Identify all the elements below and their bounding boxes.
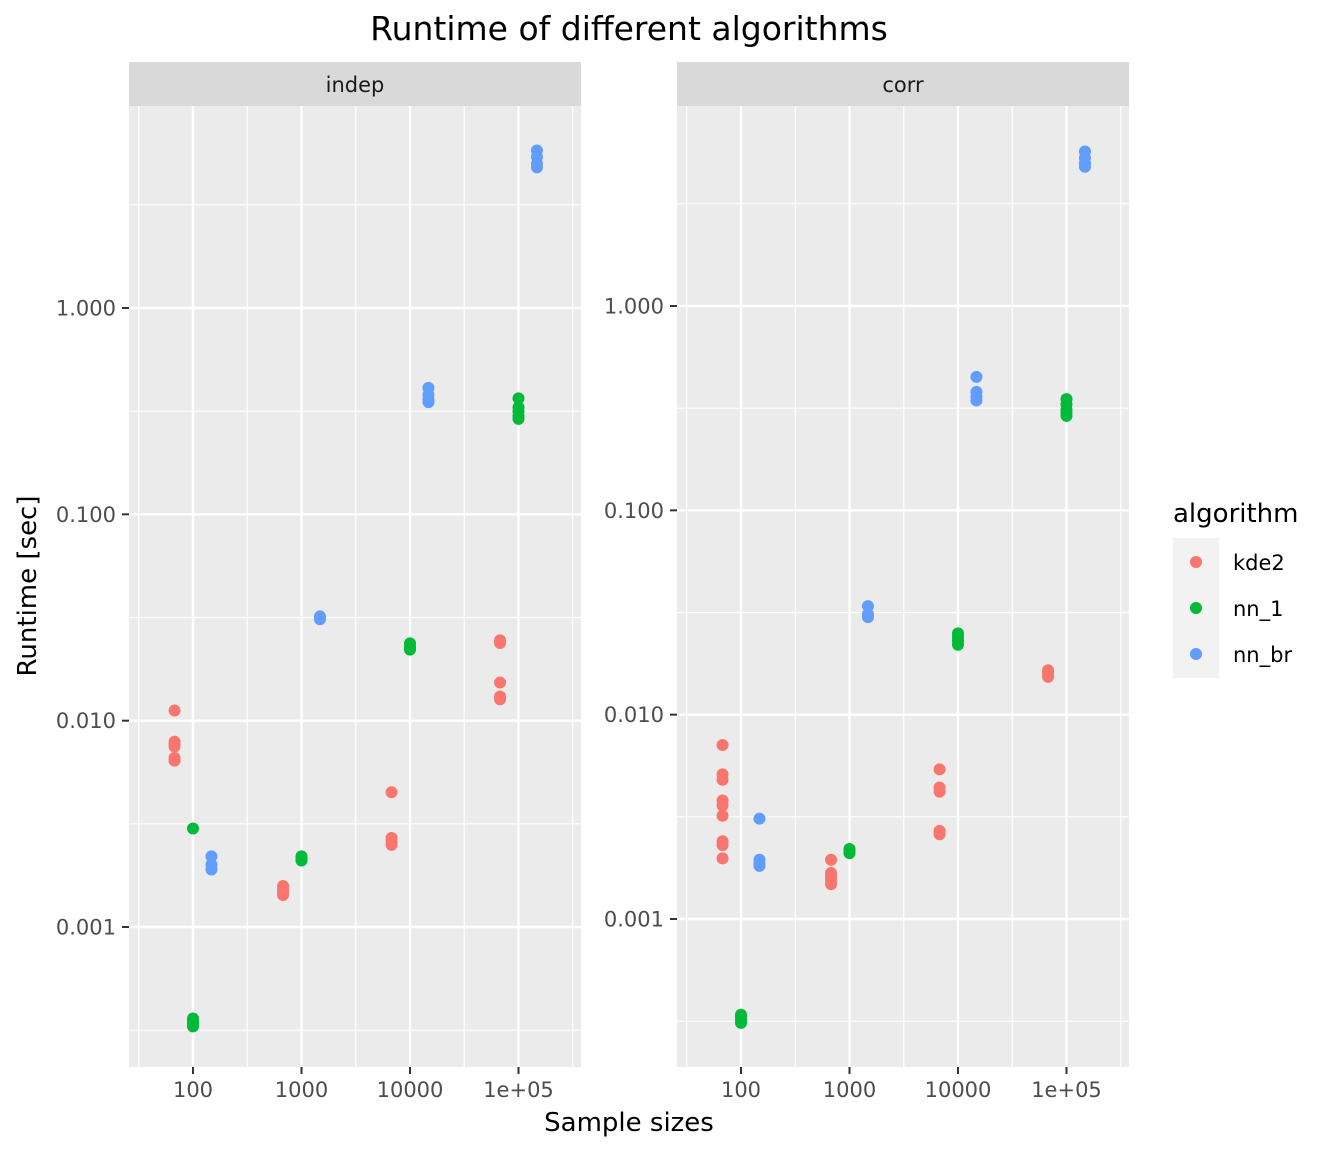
data-point-kde2 (716, 773, 729, 786)
data-point-nn_1 (843, 847, 856, 860)
data-point-nn_br (422, 396, 435, 409)
data-point-nn_1 (187, 1020, 199, 1033)
data-point-nn_br (753, 812, 766, 825)
x-tick-label: 1000 (823, 1078, 876, 1102)
x-axis-title: Sample sizes (544, 1108, 714, 1138)
data-point-kde2 (168, 740, 181, 753)
legend-label-kde2: kde2 (1233, 551, 1285, 575)
data-point-nn_1 (952, 638, 964, 651)
legend-key-nn_1 (1190, 602, 1202, 614)
panels: indep 0.001 0.010 0.100 1.000 100 1000 10000 1e+… (56, 62, 1129, 1102)
chart-title: Runtime of different algorithms (370, 9, 888, 48)
y-tick-label: 0.100 (604, 499, 664, 523)
data-point-kde2 (716, 739, 729, 752)
data-point-nn_br (970, 394, 983, 407)
data-point-nn_br (1078, 160, 1091, 173)
data-point-nn_1 (404, 643, 416, 656)
legend-title: algorithm (1173, 499, 1298, 529)
series-nn_br (753, 145, 1091, 872)
data-point-nn_br (753, 859, 766, 872)
data-point-nn_1 (735, 1016, 747, 1029)
x-tick-label: 10000 (377, 1078, 444, 1102)
y-tick-label: 1.000 (604, 295, 664, 319)
panel-indep: indep 0.001 0.010 0.100 1.000 100 1000 10000 1e+… (56, 62, 581, 1102)
panel-strip (129, 62, 581, 106)
data-point-nn_br (970, 370, 983, 383)
data-point-kde2 (494, 676, 507, 689)
data-point-kde2 (385, 786, 398, 799)
data-point-nn_1 (512, 392, 525, 405)
data-point-nn_br (861, 600, 874, 613)
panel-corr: corr 0.001 0.010 0.100 1.000 100 1000 10000 1e+0… (604, 62, 1129, 1102)
data-point-kde2 (716, 809, 729, 822)
data-point-kde2 (168, 704, 181, 717)
panel-strip (677, 62, 1129, 106)
data-point-kde2 (825, 878, 838, 891)
data-point-kde2 (494, 693, 507, 706)
data-point-nn_br (205, 850, 218, 863)
data-point-kde2 (385, 838, 398, 851)
y-tick-label: 0.001 (604, 908, 664, 932)
legend-label-nn_br: nn_br (1233, 643, 1292, 668)
data-point-kde2 (716, 852, 729, 865)
data-point-kde2 (277, 888, 290, 901)
strip-label: corr (882, 73, 924, 97)
legend-key-nn_br (1190, 648, 1202, 660)
series-nn_1 (735, 393, 1073, 1029)
y-tick-label: 0.001 (56, 916, 116, 940)
data-point-kde2 (933, 763, 946, 776)
data-point-kde2 (716, 799, 729, 812)
x-tick-label: 1000 (275, 1078, 328, 1102)
data-point-nn_br (530, 161, 543, 174)
x-tick-label: 100 (173, 1078, 213, 1102)
panel-background (677, 106, 1129, 1067)
data-point-kde2 (168, 754, 181, 767)
data-point-nn_1 (512, 412, 525, 425)
data-point-kde2 (1042, 670, 1055, 683)
data-point-nn_1 (187, 822, 199, 835)
x-tick-label: 1e+05 (483, 1078, 554, 1102)
x-tick-label: 10000 (925, 1078, 992, 1102)
data-point-kde2 (494, 636, 507, 649)
y-tick-label: 1.000 (56, 297, 116, 321)
data-point-kde2 (933, 828, 946, 841)
legend-key-kde2 (1190, 556, 1202, 568)
data-point-kde2 (825, 853, 838, 866)
data-point-kde2 (933, 785, 946, 798)
x-tick-label: 100 (721, 1078, 761, 1102)
data-point-nn_br (205, 863, 218, 876)
series-nn_br (205, 144, 543, 876)
y-axis-title: Runtime [sec] (13, 496, 43, 677)
series-nn_1 (187, 392, 525, 1033)
y-tick-label: 0.100 (56, 503, 116, 527)
data-point-nn_1 (295, 854, 308, 867)
panel-background (129, 106, 581, 1067)
data-point-nn_br (861, 611, 874, 624)
data-point-nn_1 (1060, 409, 1073, 422)
data-point-nn_br (313, 613, 326, 626)
strip-label: indep (326, 73, 385, 97)
data-point-kde2 (716, 839, 729, 852)
series-kde2 (716, 664, 1055, 891)
legend: algorithm kde2 nn_1 nn_br (1173, 499, 1298, 678)
x-tick-label: 1e+05 (1031, 1078, 1102, 1102)
y-tick-label: 0.010 (604, 703, 664, 727)
series-kde2 (168, 634, 507, 901)
legend-label-nn_1: nn_1 (1233, 597, 1283, 622)
y-tick-label: 0.010 (56, 709, 116, 733)
